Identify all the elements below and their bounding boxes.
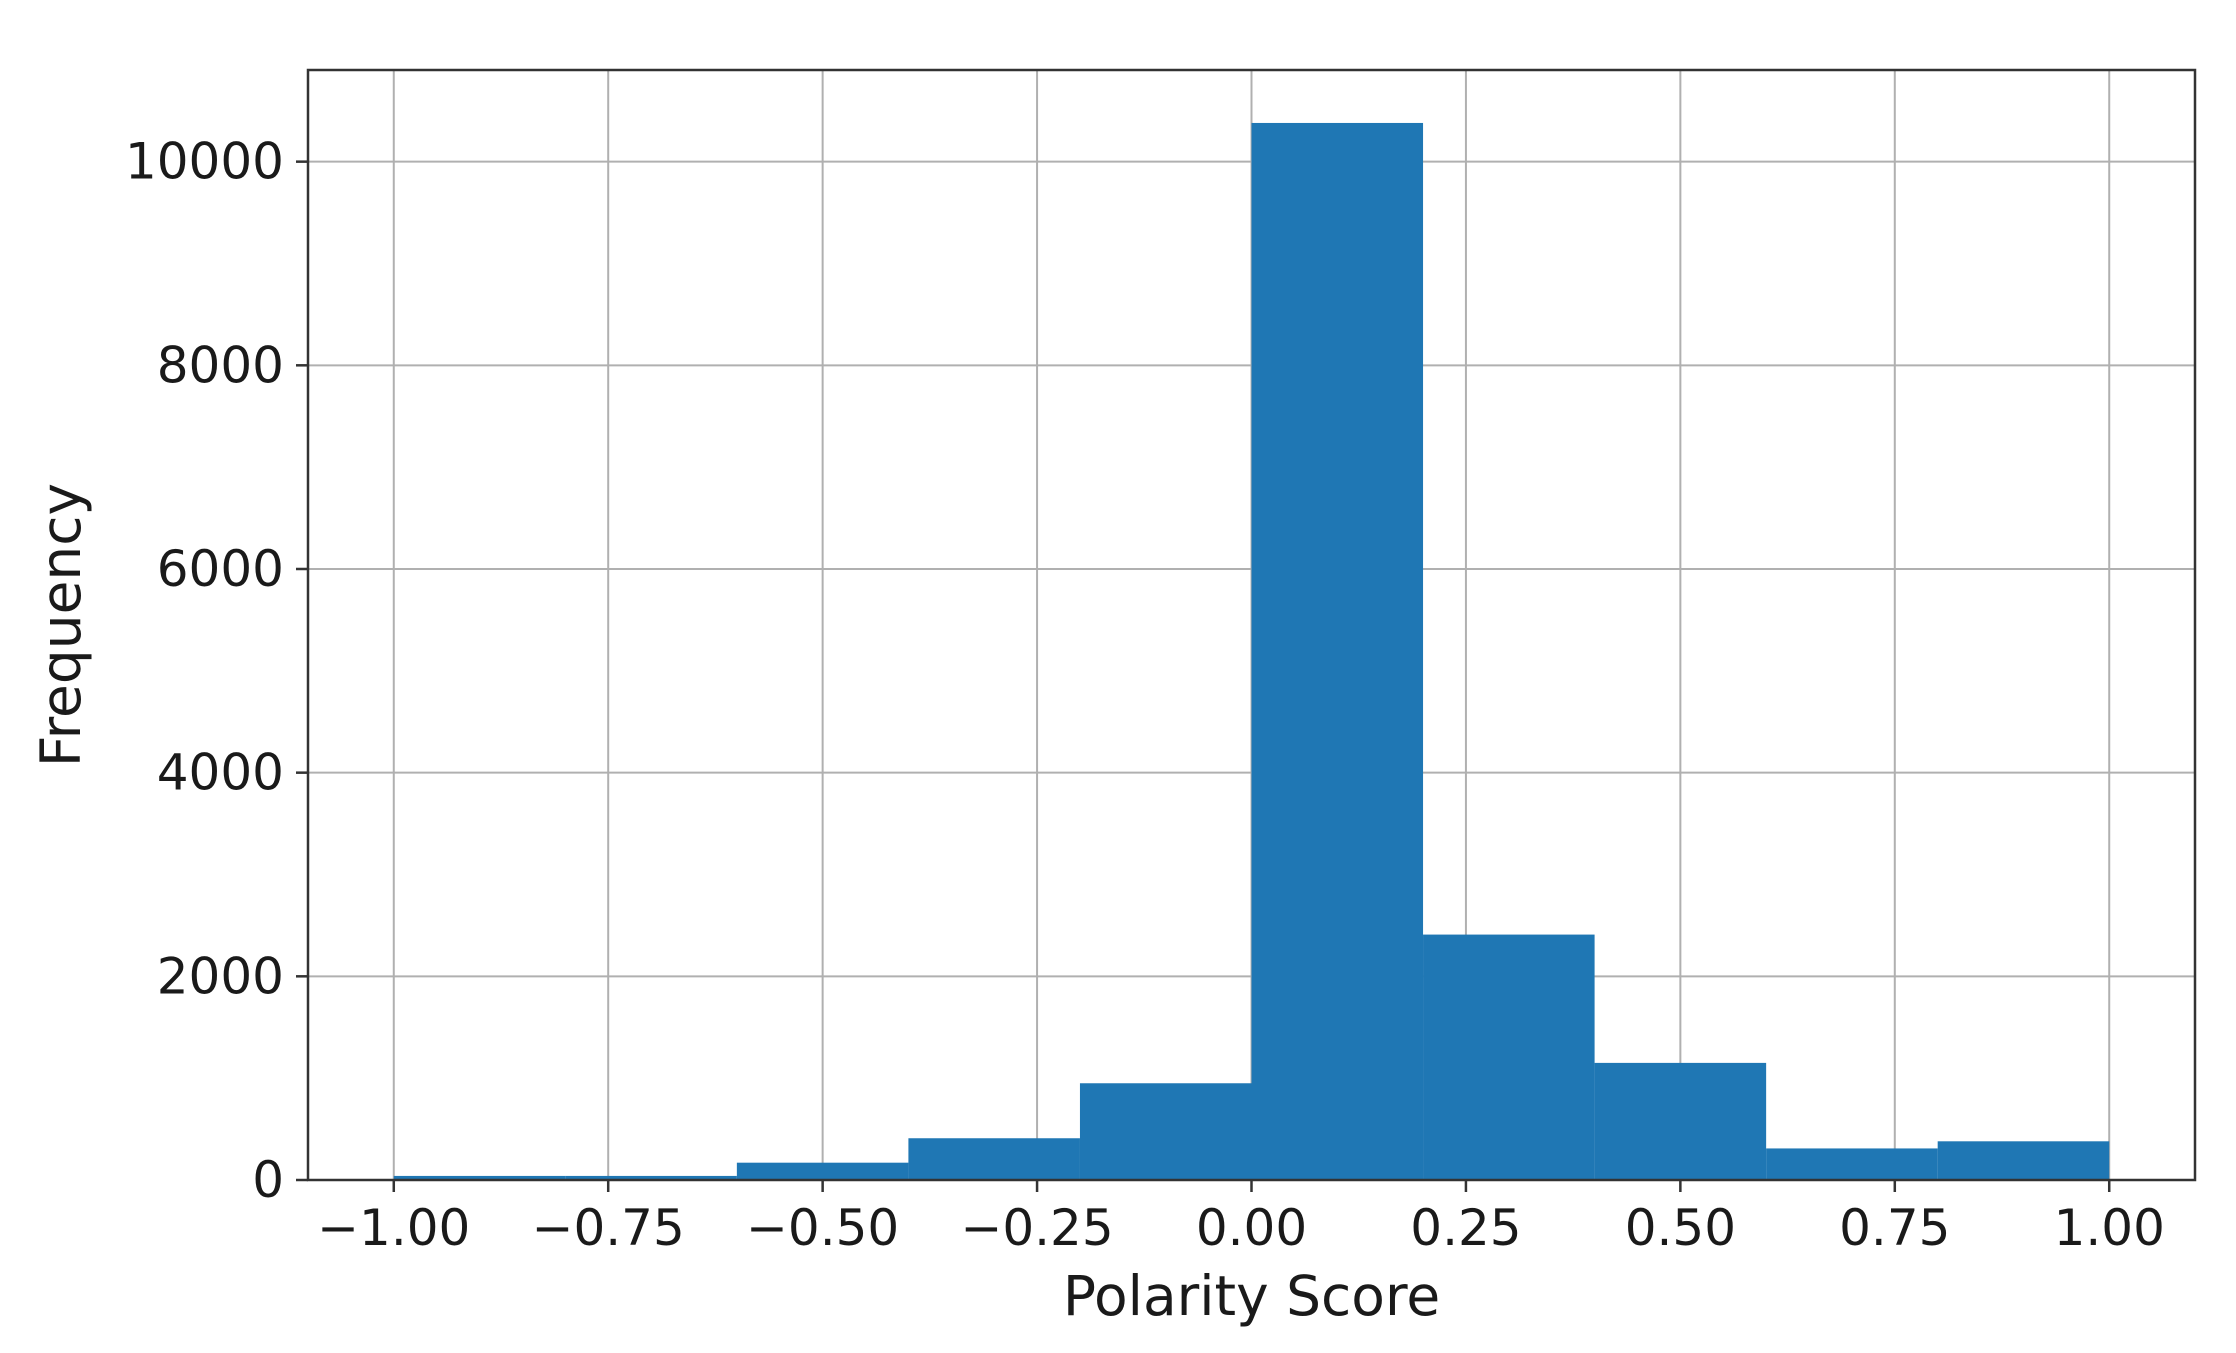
x-tick-label: 0.25 xyxy=(1410,1199,1521,1257)
x-tick-label: −0.25 xyxy=(960,1199,1113,1257)
y-tick-label: 8000 xyxy=(157,336,284,394)
histogram-bar xyxy=(1079,1083,1252,1180)
y-tick-label: 2000 xyxy=(157,947,284,1005)
histogram-bars xyxy=(393,122,2110,1181)
histogram-bar xyxy=(565,1175,737,1180)
x-tick-label: 0.50 xyxy=(1625,1199,1736,1257)
x-tick-label: 0.00 xyxy=(1196,1199,1307,1257)
y-tick-label: 10000 xyxy=(125,133,284,191)
x-tick-label: −0.50 xyxy=(746,1199,899,1257)
histogram-bar xyxy=(393,1175,566,1180)
histogram-bar xyxy=(1594,1062,1767,1180)
y-tick-label: 6000 xyxy=(157,540,284,598)
histogram-bar xyxy=(1251,122,1424,1181)
histogram-bar xyxy=(736,1162,909,1180)
histogram-bar xyxy=(908,1138,1080,1180)
histogram-bar xyxy=(1423,934,1595,1180)
y-tick-label: 4000 xyxy=(157,744,284,802)
x-tick-label: 1.00 xyxy=(2054,1199,2165,1257)
x-tick-label: −0.75 xyxy=(532,1199,685,1257)
y-tick-label: 0 xyxy=(252,1151,284,1209)
x-axis-label: Polarity Score xyxy=(1063,1264,1440,1328)
x-tick-label: 0.75 xyxy=(1839,1199,1950,1257)
histogram-bar xyxy=(1937,1141,2110,1180)
x-axis-ticks: −1.00 −0.75 −0.50 −0.25 0.00 0.25 0.50 0.75 1.00 xyxy=(317,1180,2165,1257)
y-axis-label: Frequency xyxy=(29,483,93,767)
x-tick-label: −1.00 xyxy=(317,1199,470,1257)
y-axis-ticks: 0 2000 4000 6000 8000 10000 xyxy=(125,133,308,1209)
histogram-bar xyxy=(1766,1148,1938,1180)
